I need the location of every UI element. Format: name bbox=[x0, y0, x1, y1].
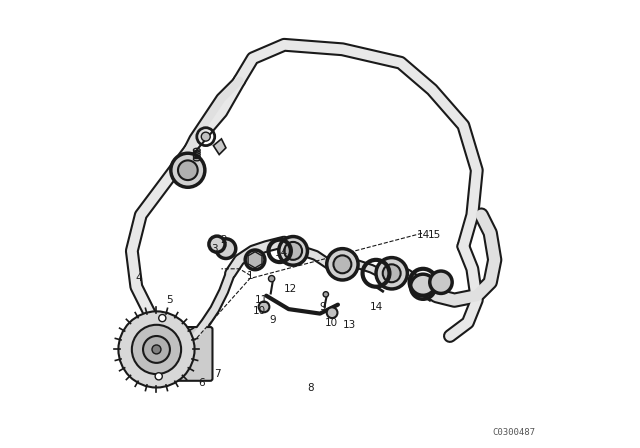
Text: 7: 7 bbox=[214, 369, 220, 379]
Circle shape bbox=[430, 271, 452, 293]
Circle shape bbox=[152, 345, 161, 354]
Text: 15: 15 bbox=[428, 230, 441, 240]
Text: 9: 9 bbox=[319, 302, 326, 312]
Circle shape bbox=[259, 302, 269, 312]
Circle shape bbox=[323, 292, 328, 297]
Circle shape bbox=[171, 153, 205, 187]
Text: 4: 4 bbox=[135, 273, 142, 283]
Text: 14: 14 bbox=[369, 302, 383, 312]
Circle shape bbox=[216, 239, 236, 258]
Text: C0300487: C0300487 bbox=[492, 428, 535, 437]
Circle shape bbox=[245, 250, 265, 270]
Circle shape bbox=[178, 160, 198, 180]
Circle shape bbox=[376, 258, 408, 289]
Text: 5: 5 bbox=[166, 295, 173, 305]
Text: 12: 12 bbox=[284, 284, 298, 294]
Circle shape bbox=[410, 274, 436, 299]
Circle shape bbox=[201, 132, 210, 141]
Circle shape bbox=[383, 264, 401, 282]
Circle shape bbox=[269, 276, 275, 282]
Text: 1: 1 bbox=[247, 271, 254, 280]
Text: 14: 14 bbox=[275, 248, 289, 258]
Polygon shape bbox=[213, 139, 226, 155]
Text: 2: 2 bbox=[220, 235, 227, 245]
Circle shape bbox=[284, 242, 302, 260]
Circle shape bbox=[209, 236, 225, 252]
Text: 10: 10 bbox=[253, 306, 266, 316]
Circle shape bbox=[132, 325, 181, 374]
Text: 14: 14 bbox=[417, 230, 429, 240]
FancyBboxPatch shape bbox=[159, 327, 212, 381]
Text: 6: 6 bbox=[198, 378, 205, 388]
Text: 3: 3 bbox=[211, 244, 218, 254]
Text: 10: 10 bbox=[324, 318, 338, 327]
Text: 9: 9 bbox=[269, 315, 276, 325]
Circle shape bbox=[327, 307, 337, 318]
Circle shape bbox=[279, 237, 307, 265]
Text: 11: 11 bbox=[255, 295, 268, 305]
Circle shape bbox=[155, 373, 163, 380]
Circle shape bbox=[327, 249, 358, 280]
Circle shape bbox=[118, 311, 195, 388]
Circle shape bbox=[159, 314, 166, 322]
Text: 8: 8 bbox=[308, 383, 314, 392]
Circle shape bbox=[143, 336, 170, 363]
Text: 13: 13 bbox=[342, 320, 356, 330]
Circle shape bbox=[333, 255, 351, 273]
